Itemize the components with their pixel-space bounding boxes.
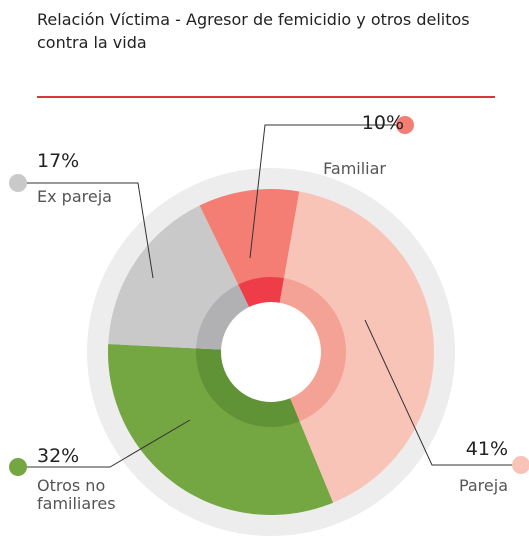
value-label: 17% — [37, 150, 80, 172]
category-label: Ex pareja — [37, 187, 112, 206]
slice — [271, 191, 434, 503]
value-label: 32% — [37, 445, 80, 467]
leader-line — [22, 419, 191, 468]
title-rule — [37, 96, 495, 98]
leader-line — [364, 319, 516, 466]
legend-dot — [9, 458, 27, 476]
leader-line — [249, 124, 400, 259]
legend-dot — [512, 456, 529, 474]
chart-title: Relación Víctima - Agresor de femicidio … — [37, 10, 470, 52]
legend-dot — [396, 116, 414, 134]
category-label: Pareja — [458, 476, 508, 495]
category-label: Otros no familiares — [37, 476, 116, 513]
value-label: 10% — [361, 112, 404, 134]
leader-line — [22, 182, 154, 279]
category-label: Familiar — [323, 159, 386, 178]
donut-hole — [221, 302, 321, 402]
value-label: 41% — [465, 438, 508, 460]
legend-dot — [9, 174, 27, 192]
